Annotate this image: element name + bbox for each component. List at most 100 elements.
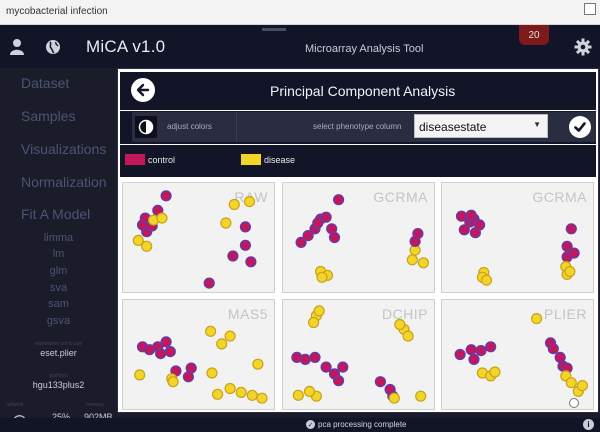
disease-sample-point[interactable] [134, 369, 146, 381]
control-sample-point[interactable] [154, 347, 167, 360]
model-item-sva[interactable]: sva [49, 282, 68, 294]
sidebar-item-dataset[interactable]: Dataset [21, 75, 70, 91]
model-item-gsva[interactable]: gsva [46, 315, 71, 327]
control-sample-point[interactable] [475, 344, 487, 357]
control-sample-point[interactable] [182, 371, 195, 383]
disease-sample-point[interactable] [417, 257, 429, 269]
control-sample-point[interactable] [299, 353, 311, 366]
control-sample-point[interactable] [547, 343, 559, 355]
control-sample-point[interactable] [309, 351, 321, 364]
sidebar-item-normalization[interactable]: Normalization [21, 174, 107, 190]
disease-sample-point[interactable] [156, 212, 168, 224]
control-sample-point[interactable] [295, 236, 307, 249]
disease-sample-point[interactable] [565, 377, 577, 389]
control-sample-point[interactable] [374, 376, 387, 388]
model-item-glm[interactable]: glm [49, 265, 68, 277]
control-sample-point[interactable] [227, 250, 239, 262]
disease-sample-point[interactable] [415, 390, 427, 402]
control-sample-point[interactable] [164, 345, 176, 358]
notification-badge[interactable]: 20 [519, 25, 549, 45]
disease-sample-point[interactable] [256, 392, 268, 404]
disease-sample-point[interactable] [204, 325, 217, 337]
contrast-icon[interactable] [135, 116, 157, 138]
disease-sample-point[interactable] [303, 385, 316, 398]
control-sample-point[interactable] [136, 219, 149, 231]
memory-usage-value: 902MB [84, 412, 113, 422]
disease-sample-point[interactable] [480, 274, 493, 286]
control-sample-point[interactable] [485, 341, 497, 353]
control-sample-point[interactable] [320, 211, 332, 223]
control-sample-point[interactable] [239, 221, 252, 233]
control-sample-point[interactable] [245, 256, 257, 268]
user-icon[interactable] [6, 36, 28, 58]
disease-sample-point[interactable] [167, 376, 179, 388]
control-sample-point[interactable] [337, 361, 349, 373]
disease-sample-point[interactable] [313, 305, 325, 317]
control-sample-point[interactable] [312, 217, 324, 229]
disease-sample-point[interactable] [220, 217, 232, 229]
disease-sample-point[interactable] [316, 271, 328, 283]
disease-sample-point[interactable] [406, 254, 418, 266]
control-sample-point[interactable] [465, 344, 477, 356]
control-sample-point[interactable] [469, 227, 482, 239]
maximize-button[interactable] [584, 3, 596, 15]
control-sample-point[interactable] [468, 353, 480, 366]
control-sample-point[interactable] [160, 336, 172, 348]
plot-title: DCHIP [381, 306, 428, 322]
control-sample-point[interactable] [328, 231, 341, 244]
disease-sample-point[interactable] [132, 234, 144, 247]
control-sample-point[interactable] [203, 277, 215, 289]
disease-sample-point[interactable] [224, 330, 236, 342]
control-sample-point[interactable] [454, 348, 466, 361]
control-sample-point[interactable] [565, 223, 577, 235]
sidebar-item-samples[interactable]: Samples [21, 108, 76, 124]
sidebar-item-fit-a-model[interactable]: Fit A Model [21, 206, 91, 222]
pca-plot-dchip: DCHIP [282, 299, 435, 410]
check-circle-icon: ✓ [306, 420, 315, 429]
disease-sample-point[interactable] [564, 265, 576, 278]
disease-sample-point[interactable] [394, 318, 406, 331]
check-icon[interactable] [569, 116, 591, 138]
model-item-sam[interactable]: sam [48, 298, 69, 310]
control-sample-point[interactable] [561, 240, 573, 252]
model-item-lm[interactable]: lm [52, 248, 65, 260]
info-icon[interactable]: i [583, 419, 594, 430]
model-item-limma[interactable]: limma [43, 232, 74, 244]
control-sample-point[interactable] [458, 224, 470, 236]
control-sample-point[interactable] [332, 375, 345, 387]
disease-sample-point[interactable] [224, 382, 236, 395]
disease-sample-point[interactable] [243, 196, 256, 208]
sidebar-item-visualizations[interactable]: Visualizations [21, 141, 107, 157]
drag-handle[interactable] [262, 28, 286, 31]
disease-sample-point[interactable] [489, 366, 501, 378]
disease-sample-point[interactable] [402, 330, 414, 342]
disease-sample-point[interactable] [530, 313, 543, 325]
disease-sample-point[interactable] [576, 379, 588, 392]
control-sample-point[interactable] [568, 247, 580, 259]
disease-sample-point[interactable] [141, 240, 153, 252]
disease-sample-point[interactable] [308, 316, 320, 329]
globe-icon[interactable] [42, 36, 64, 58]
control-sample-point[interactable] [160, 190, 172, 202]
control-sample-point[interactable] [465, 209, 477, 221]
control-sample-point[interactable] [409, 235, 421, 248]
disease-sample-point[interactable] [292, 389, 304, 401]
disease-sample-point[interactable] [235, 386, 247, 399]
control-sample-point[interactable] [455, 210, 468, 222]
control-sample-point[interactable] [320, 361, 332, 373]
control-sample-point[interactable] [302, 229, 314, 242]
disease-sample-point[interactable] [206, 367, 218, 379]
adjust-colors-label[interactable]: adjust colors [167, 122, 212, 131]
gear-icon[interactable] [572, 36, 594, 58]
control-sample-point[interactable] [332, 194, 345, 206]
disease-sample-point[interactable] [388, 392, 400, 404]
scroll-to-top-button[interactable] [569, 398, 579, 408]
disease-sample-point[interactable] [246, 389, 258, 401]
disease-sample-point[interactable] [228, 198, 240, 211]
control-sample-point[interactable] [239, 239, 252, 251]
back-arrow-icon[interactable] [131, 78, 155, 102]
disease-sample-point[interactable] [216, 338, 228, 350]
disease-sample-point[interactable] [211, 388, 224, 400]
phenotype-select[interactable]: diseasestate ▼ [414, 114, 548, 138]
disease-sample-point[interactable] [252, 358, 264, 370]
